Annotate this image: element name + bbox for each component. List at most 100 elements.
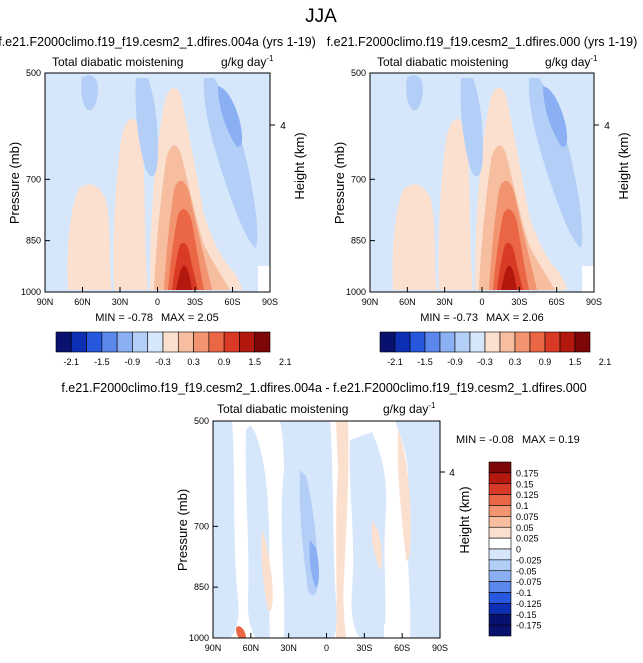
contour-fill bbox=[349, 432, 387, 638]
colorbar-label: 0.15 bbox=[516, 479, 534, 489]
y-tick-label: 850 bbox=[351, 236, 366, 246]
colorbar-box bbox=[116, 331, 133, 353]
contour-fill bbox=[261, 530, 273, 612]
colorbar-box bbox=[488, 526, 512, 539]
panel-title: f.e21.F2000climo.f19_f19.cesm2_1.dfires.… bbox=[327, 35, 638, 49]
colorbar-label: 0.125 bbox=[516, 490, 539, 500]
y-axis-label: Pressure (mb) bbox=[332, 142, 347, 224]
panel-title: f.e21.F2000climo.f19_f19.cesm2_1.dfires.… bbox=[61, 381, 586, 395]
colorbar-box bbox=[488, 537, 512, 550]
right-axis-label: Height (km) bbox=[457, 486, 472, 553]
colorbar-label: 0.025 bbox=[516, 534, 539, 544]
colorbar-label: 0.05 bbox=[516, 523, 534, 533]
colorbar-label: -2.1 bbox=[64, 357, 80, 367]
x-tick-label: 0 bbox=[479, 297, 484, 307]
colorbar-box bbox=[488, 559, 512, 572]
y-tick-label: 700 bbox=[351, 174, 366, 184]
panel-subtitle: Total diabatic moistening bbox=[52, 55, 183, 69]
colorbar-box bbox=[439, 331, 456, 353]
y-tick-label: 850 bbox=[194, 582, 209, 592]
contour-fill bbox=[67, 184, 112, 290]
colorbar-label: 0.9 bbox=[218, 357, 231, 367]
x-tick-label: 60N bbox=[74, 297, 91, 307]
y-axis-label: Pressure (mb) bbox=[175, 489, 190, 571]
colorbar-box bbox=[488, 570, 512, 582]
contour-field bbox=[370, 73, 594, 292]
colorbar-box bbox=[484, 331, 501, 353]
colorbar-box bbox=[514, 331, 531, 353]
minmax-label: MIN = -0.78 MAX = 2.05 bbox=[95, 312, 219, 324]
colorbar-label: 1.5 bbox=[248, 357, 261, 367]
colorbar-box bbox=[529, 331, 546, 353]
colorbar-label: 2.1 bbox=[599, 357, 612, 367]
contour-fill bbox=[213, 421, 239, 638]
colorbar-box bbox=[488, 548, 512, 561]
colorbar-label: -0.9 bbox=[447, 357, 463, 367]
colorbar-label: -1.5 bbox=[94, 357, 110, 367]
colorbar-box bbox=[488, 592, 512, 604]
missing-data bbox=[384, 624, 396, 638]
panel-model-000: f.e21.F2000climo.f19_f19.cesm2_1.dfires.… bbox=[327, 35, 638, 367]
x-tick-label: 30N bbox=[112, 297, 129, 307]
colorbar-box bbox=[208, 331, 225, 353]
colorbar-label: 1.5 bbox=[569, 357, 582, 367]
missing-data bbox=[582, 266, 594, 292]
contour-fill bbox=[501, 265, 517, 290]
y-tick-label: 500 bbox=[26, 68, 41, 78]
colorbar-label: -0.9 bbox=[125, 357, 141, 367]
colorbar-label: 0.075 bbox=[516, 512, 539, 522]
contour-fill bbox=[218, 86, 243, 147]
panel-subtitle: Total diabatic moistening bbox=[377, 55, 508, 69]
x-tick-label: 60S bbox=[394, 643, 410, 653]
colorbar-label: -0.025 bbox=[516, 555, 542, 565]
y-tick-label: 1000 bbox=[189, 633, 209, 643]
contour-fill bbox=[203, 78, 258, 248]
colorbar-label: 0.3 bbox=[509, 357, 522, 367]
x-tick-label: 90S bbox=[432, 643, 448, 653]
right-axis-label: Height (km) bbox=[616, 132, 631, 199]
colorbar-box bbox=[177, 331, 194, 353]
colorbar-box bbox=[488, 613, 512, 626]
colorbar-box bbox=[488, 494, 512, 506]
min-label: MIN = -0.08 bbox=[456, 434, 514, 446]
colorbar-label: 2.1 bbox=[279, 357, 292, 367]
contour-fill bbox=[113, 119, 148, 290]
contour-fill bbox=[236, 626, 246, 638]
colorbar-label: -0.05 bbox=[516, 566, 537, 576]
colorbar-box bbox=[488, 516, 512, 528]
colorbar-label: 0.1 bbox=[516, 501, 529, 511]
x-tick-label: 60N bbox=[243, 643, 260, 653]
height-tick-label: 4 bbox=[280, 121, 286, 132]
units-label: g/kg day-1 bbox=[383, 401, 436, 416]
contour-fill bbox=[81, 75, 98, 111]
contour-fill bbox=[245, 425, 270, 638]
colorbar-box bbox=[86, 331, 103, 353]
colorbar-box bbox=[488, 461, 512, 474]
colorbar-box bbox=[499, 331, 516, 353]
colorbar-box bbox=[488, 505, 512, 517]
colorbar-box bbox=[147, 331, 164, 353]
height-tick-label: 4 bbox=[604, 121, 610, 132]
colorbar-box bbox=[254, 331, 271, 353]
contour-fill bbox=[392, 184, 437, 290]
contour-fill bbox=[309, 540, 319, 588]
x-tick-label: 30S bbox=[356, 643, 372, 653]
colorbar-box bbox=[132, 331, 149, 353]
panel-subtitle: Total diabatic moistening bbox=[217, 402, 348, 416]
y-tick-label: 1000 bbox=[346, 287, 366, 297]
contour-fill bbox=[397, 430, 411, 561]
minmax-label: MIN = -0.73 MAX = 2.06 bbox=[420, 312, 544, 324]
colorbar-box bbox=[488, 624, 512, 637]
colorbar-label: -0.1 bbox=[516, 588, 532, 598]
x-tick-label: 0 bbox=[324, 643, 329, 653]
colorbar-label: -0.125 bbox=[516, 599, 542, 609]
contour-fill bbox=[336, 421, 349, 638]
panel-difference: f.e21.F2000climo.f19_f19.cesm2_1.dfires.… bbox=[61, 381, 586, 653]
x-tick-label: 0 bbox=[155, 297, 160, 307]
contour-fill bbox=[176, 265, 192, 290]
y-tick-label: 700 bbox=[26, 174, 41, 184]
contour-field bbox=[45, 73, 270, 292]
contour-fill bbox=[543, 86, 568, 147]
colorbar-box bbox=[454, 331, 471, 353]
